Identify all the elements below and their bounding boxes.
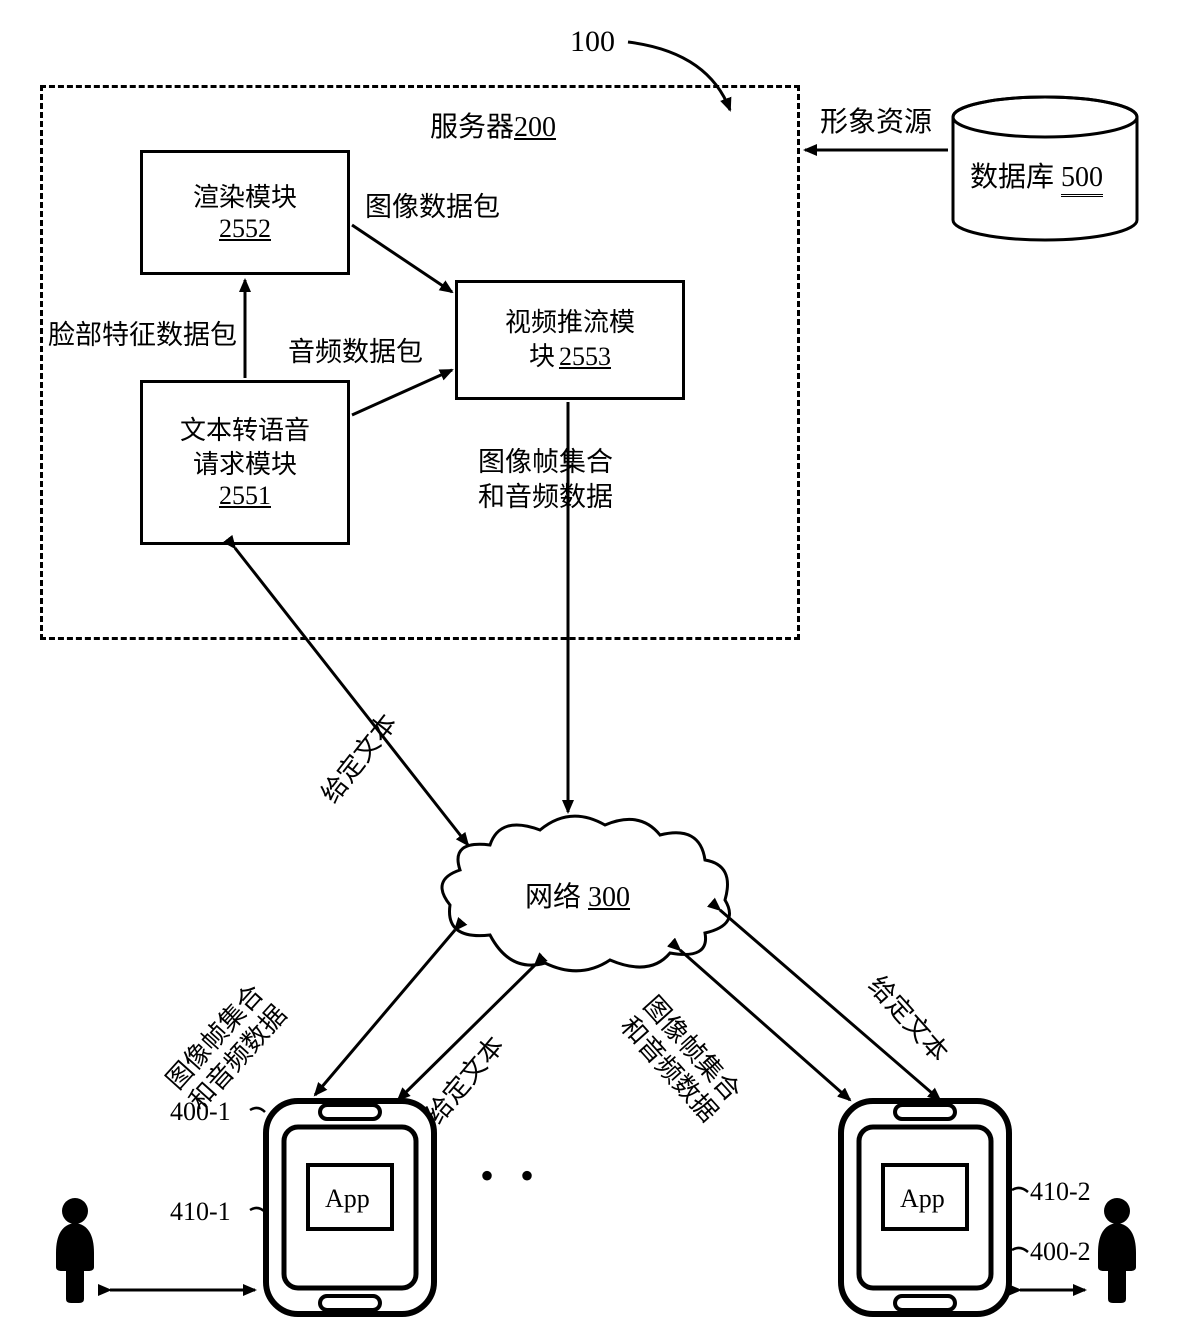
t2-label-frames: 图像帧集合 和音频数据: [614, 990, 747, 1128]
terminal-1-appnum: 410-1: [170, 1195, 231, 1229]
edge-label-image: 图像数据包: [365, 190, 500, 225]
network-num: 300: [588, 882, 630, 913]
module-render-num: 2552: [219, 214, 271, 244]
terminal-1-app: App: [325, 1182, 370, 1216]
edge-label-frames1: 图像帧集合 和音频数据: [478, 445, 613, 515]
module-render-title: 渲染模块: [193, 181, 297, 215]
network-label-text: 网络: [525, 882, 581, 913]
terminal-2-appnum: 410-2: [1030, 1175, 1091, 1209]
edge-label-frames1-l1: 图像帧集合: [478, 447, 613, 477]
edge-label-text-up: 给定文本: [315, 708, 404, 809]
module-tts-line2: 请求模块: [193, 448, 297, 482]
t2-label-text: 给定文本: [862, 970, 955, 1068]
database-label: 数据库 500: [970, 160, 1103, 196]
edge-label-audio: 音频数据包: [288, 335, 423, 370]
t1-label-text: 给定文本: [420, 1030, 511, 1130]
server-title-text: 服务器: [430, 112, 514, 143]
person-1-icon: [48, 1195, 103, 1305]
module-render: 渲染模块 2552: [140, 150, 350, 275]
person-2-icon: [1090, 1195, 1145, 1305]
edge-label-face: 脸部特征数据包: [48, 318, 237, 353]
system-label: 100: [570, 22, 615, 61]
terminal-2-app: App: [900, 1182, 945, 1216]
module-stream-line2: 块: [529, 340, 555, 374]
database-label-text: 数据库: [970, 162, 1054, 193]
edge-label-frames1-l2: 和音频数据: [478, 482, 613, 512]
network-label: 网络 300: [525, 880, 630, 916]
server-title: 服务器200: [430, 110, 556, 146]
module-tts: 文本转语音 请求模块 2551: [140, 380, 350, 545]
module-tts-num: 2551: [219, 481, 271, 511]
database-num: 500: [1061, 162, 1103, 197]
edge-label-db: 形象资源: [820, 105, 932, 141]
module-stream-line1: 视频推流模: [505, 306, 635, 340]
module-stream: 视频推流模 块 2553: [455, 280, 685, 400]
ellipsis: • •: [480, 1150, 542, 1202]
module-tts-line1: 文本转语音: [180, 414, 310, 448]
server-title-num: 200: [514, 112, 556, 143]
terminal-2-devnum: 400-2: [1030, 1235, 1091, 1269]
module-stream-num: 2553: [559, 342, 611, 372]
